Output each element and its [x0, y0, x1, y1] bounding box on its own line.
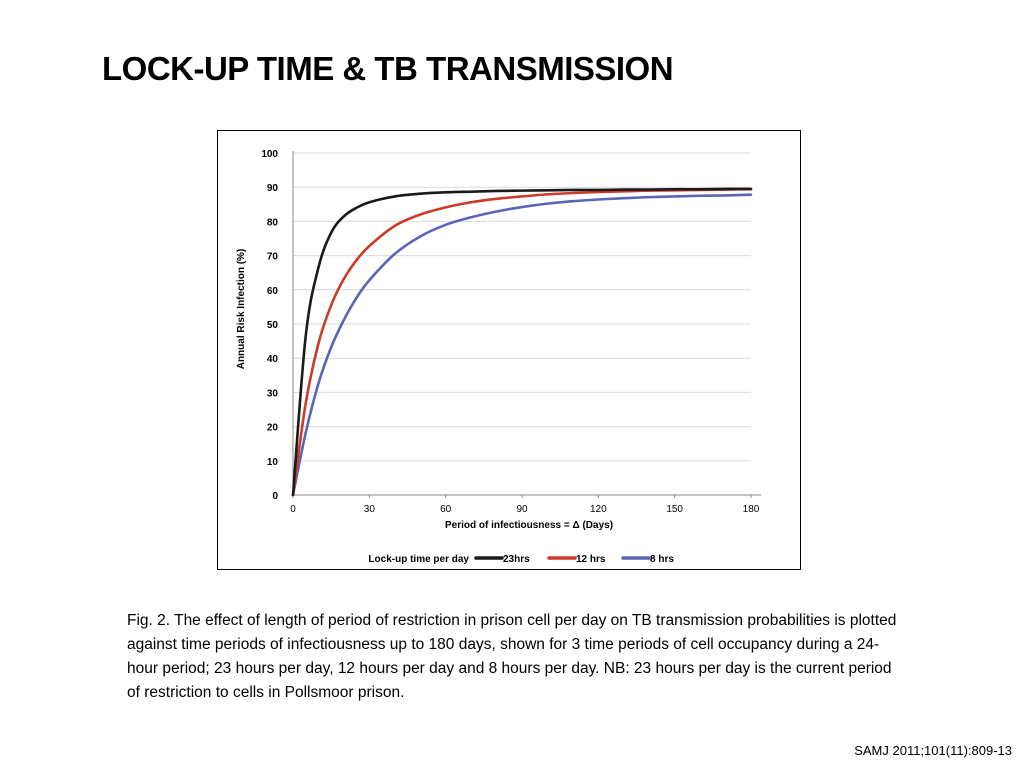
- y-axis-label: Annual Risk Infection (%): [236, 249, 247, 370]
- chart-axes: 0 10 20 30 40 50 60 70 80 90 100 0 30 60 90 120 150 180: [261, 149, 761, 515]
- chart-legend: Lock-up time per day 23hrs 12 hrs 8 hrs: [368, 554, 674, 565]
- x-tick-label: 60: [440, 504, 452, 515]
- y-tick-label: 70: [267, 252, 279, 263]
- y-tick-label: 10: [267, 457, 279, 468]
- series-line-23hrs: [291, 187, 753, 497]
- legend-label: 12 hrs: [576, 554, 606, 565]
- x-tick-label: 180: [743, 504, 760, 515]
- y-tick-label: 50: [267, 320, 279, 331]
- series-line-8hrs: [291, 193, 753, 497]
- legend-label: 23hrs: [503, 554, 530, 565]
- y-tick-label: 20: [267, 423, 279, 434]
- figure-frame: 0 10 20 30 40 50 60 70 80 90 100 0 30 60 90 120 150 180 A…: [217, 130, 801, 570]
- x-axis-label: Period of infectiousness = Δ (Days): [445, 520, 613, 531]
- x-tick-label: 0: [290, 504, 296, 515]
- chart-series: [291, 187, 753, 497]
- line-chart: 0 10 20 30 40 50 60 70 80 90 100 0 30 60 90 120 150 180 A…: [236, 149, 761, 565]
- y-tick-label: 0: [272, 491, 278, 502]
- legend-label: 8 hrs: [650, 554, 674, 565]
- y-tick-label: 30: [267, 388, 279, 399]
- y-tick-label: 40: [267, 354, 279, 365]
- y-tick-label: 60: [267, 286, 279, 297]
- x-tick-label: 120: [590, 504, 607, 515]
- y-tick-label: 90: [267, 183, 279, 194]
- citation: SAMJ 2011;101(11):809-13: [854, 743, 1012, 758]
- slide-title: LOCK-UP TIME & TB TRANSMISSION: [102, 50, 674, 87]
- y-tick-label: 100: [261, 149, 278, 160]
- x-tick-label: 30: [364, 504, 376, 515]
- x-tick-label: 90: [516, 504, 528, 515]
- legend-title: Lock-up time per day: [368, 554, 469, 565]
- chart-grid: [293, 152, 751, 462]
- series-line-12hrs: [291, 187, 753, 497]
- figure-caption: Fig. 2. The effect of length of period o…: [127, 612, 897, 701]
- x-tick-label: 150: [666, 504, 683, 515]
- y-tick-label: 80: [267, 217, 279, 228]
